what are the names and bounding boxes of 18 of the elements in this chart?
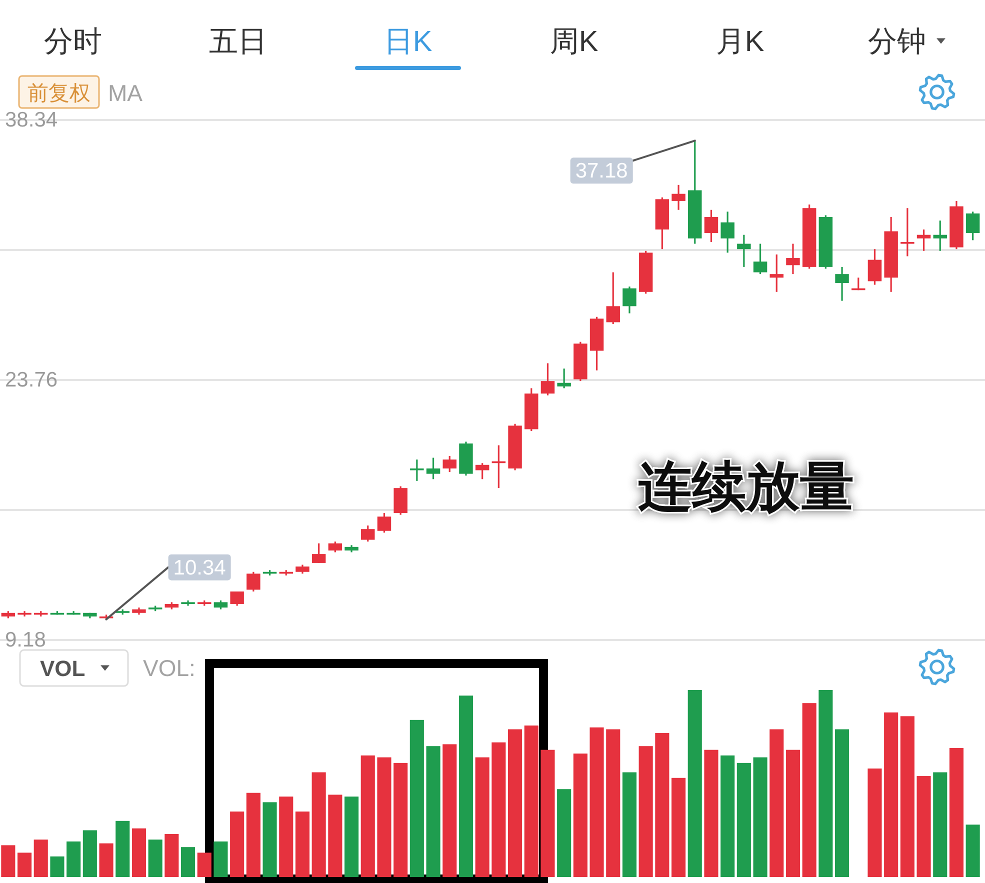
label: 五日 [209, 26, 267, 58]
callout-label: 10.34 [168, 554, 231, 580]
annotation: 连续放量 [638, 457, 854, 517]
label: MA [108, 80, 142, 106]
tick-label: 9.18 [5, 628, 46, 652]
tick-label: 38.34 [5, 108, 58, 132]
callout-label: 37.18 [570, 158, 633, 184]
annotation: 10.34 [173, 556, 226, 580]
label: 月K [716, 26, 764, 58]
button: VOL [19, 649, 129, 687]
label: 分钟 [868, 26, 926, 58]
label: 分时 [44, 26, 102, 58]
tag: 前复权 [18, 75, 100, 109]
label: VOL: [143, 655, 196, 681]
label: 周K [550, 26, 598, 58]
tick-label: 23.76 [5, 368, 58, 392]
annotation: 37.18 [575, 160, 628, 183]
label: 日K [384, 26, 432, 58]
